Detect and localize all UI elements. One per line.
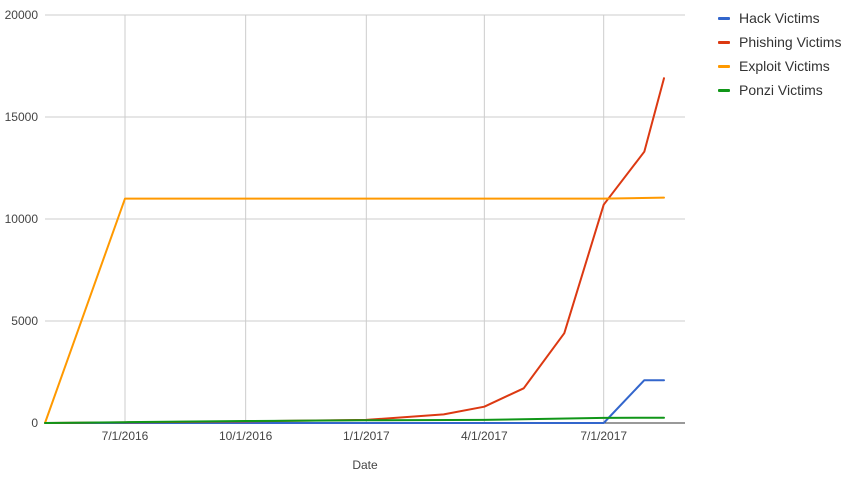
legend-item[interactable]: Ponzi Victims (718, 78, 841, 102)
legend-swatch (718, 64, 730, 68)
x-tick-label: 10/1/2016 (219, 429, 273, 443)
x-tick-label: 7/1/2016 (102, 429, 149, 443)
y-tick-label: 5000 (11, 314, 38, 328)
x-axis-title: Date (352, 458, 378, 472)
y-tick-label: 0 (31, 416, 38, 430)
legend-label: Ponzi Victims (739, 82, 823, 98)
series-line-ponzi-victims (44, 416, 665, 424)
legend-label: Exploit Victims (739, 58, 830, 74)
legend-swatch (718, 16, 730, 20)
series-lines (44, 77, 665, 424)
legend-item[interactable]: Phishing Victims (718, 30, 841, 54)
series-line-phishing-victims (44, 77, 665, 424)
y-tick-label: 15000 (5, 110, 39, 124)
y-tick-label: 20000 (5, 8, 39, 22)
legend-label: Phishing Victims (739, 34, 842, 50)
legend-item[interactable]: Hack Victims (718, 6, 841, 30)
legend-swatch (718, 40, 730, 44)
legend: Hack Victims Phishing Victims Exploit Vict… (718, 6, 841, 102)
series-line-exploit-victims (44, 196, 665, 424)
legend-item[interactable]: Exploit Victims (718, 54, 841, 78)
axis-labels: 0 5000 10000 15000 20000 7/1/2016 10/1/2016 1/1… (5, 8, 628, 443)
x-tick-label: 7/1/2017 (580, 429, 627, 443)
x-tick-label: 1/1/2017 (343, 429, 390, 443)
series-line-hack-victims (44, 379, 665, 424)
x-tick-label: 4/1/2017 (461, 429, 508, 443)
gridlines (45, 14, 685, 423)
y-tick-label: 10000 (5, 212, 39, 226)
legend-swatch (718, 88, 730, 92)
legend-label: Hack Victims (739, 10, 820, 26)
